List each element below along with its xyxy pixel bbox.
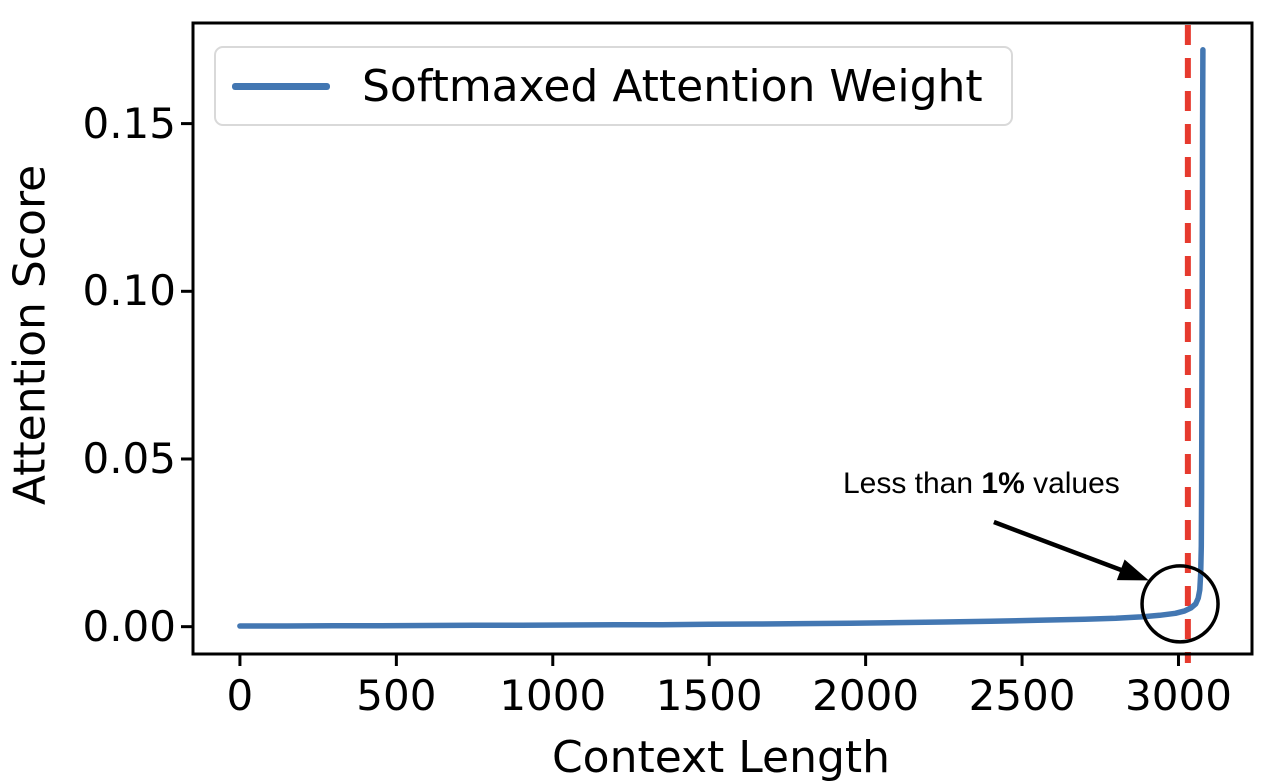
highlight-circle (1140, 564, 1220, 644)
x-tick-label: 0 (226, 671, 254, 720)
x-axis-title: Context Length (551, 732, 891, 783)
y-tick-label: 0.00 (82, 601, 176, 651)
legend-line-sample (232, 82, 330, 90)
annotation-text: Less than 1% values (843, 467, 1120, 501)
annotation-bold: 1% (981, 467, 1025, 501)
annotation-prefix: Less than (842, 467, 982, 501)
x-tick-label: 1500 (655, 671, 763, 720)
y-tick-label: 0.15 (82, 98, 176, 148)
attention-curve (237, 47, 1206, 629)
annotation-suffix: values (1024, 467, 1120, 501)
y-tick-label: 0.05 (82, 433, 176, 483)
x-tick-label: 2500 (968, 671, 1076, 720)
y-tick-label: 0.10 (82, 266, 176, 316)
legend: Softmaxed Attention Weight (214, 46, 1013, 126)
annotation-arrow-shaft (993, 519, 1136, 578)
x-tick-label: 2000 (812, 671, 920, 720)
axes-box (191, 21, 1254, 656)
x-tick-label: 1000 (499, 671, 607, 720)
x-tick-label: 3000 (1125, 671, 1232, 720)
x-tick-label: 500 (356, 671, 437, 720)
legend-label: Softmaxed Attention Weight (362, 60, 983, 112)
annotation-arrow-head (1116, 559, 1149, 581)
